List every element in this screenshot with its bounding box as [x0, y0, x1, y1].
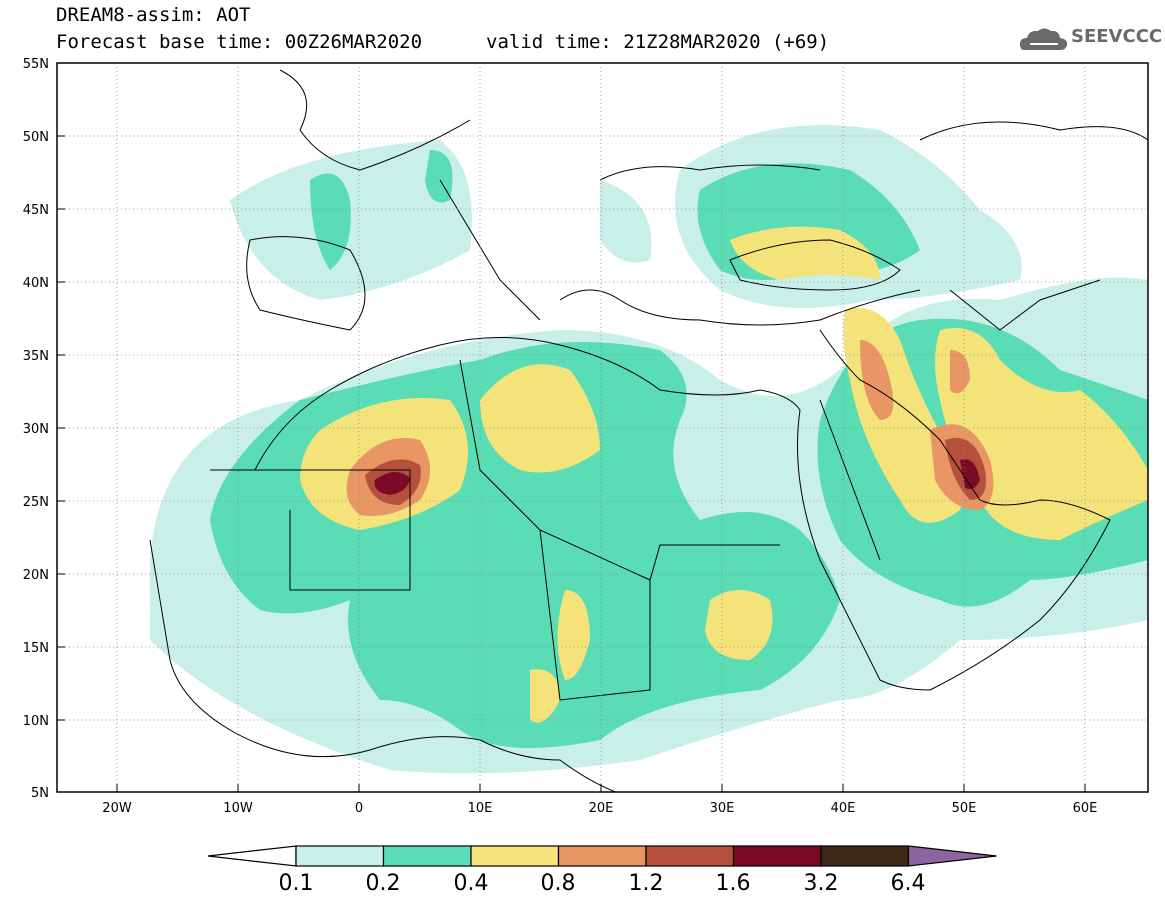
lon-label: 20E [589, 801, 614, 816]
colorbar-cell [820, 845, 910, 867]
lon-label: 60E [1073, 801, 1098, 816]
map-title: DREAM8-assim: AOT [56, 4, 251, 26]
graticule [57, 63, 1148, 792]
cloud-icon [1020, 28, 1068, 50]
colorbar-cell [470, 845, 560, 867]
lat-label: 35N [23, 349, 49, 364]
lon-label: 0 [355, 801, 363, 816]
colorbar: 0.1 0.2 0.4 0.8 1.2 1.6 3.2 6.4 [207, 845, 997, 896]
lat-label: 10N [23, 714, 49, 729]
aot-map: 55N 50N 45N 40N 35N 30N 25N 20N 15N 10N … [23, 57, 1149, 816]
lat-label: 50N [23, 130, 49, 145]
lat-label: 20N [23, 568, 49, 583]
colorbar-cell [207, 845, 297, 867]
lon-label: 10W [223, 801, 253, 816]
valid-time: valid time: 21Z28MAR2020 (+69) [486, 31, 830, 53]
lat-label: 45N [23, 203, 49, 218]
colorbar-label: 0.8 [541, 871, 576, 896]
colorbar-cell [557, 845, 647, 867]
colorbar-label: 6.4 [891, 871, 926, 896]
lon-label: 30E [710, 801, 735, 816]
colorbar-cell [907, 845, 997, 867]
colorbar-cell [382, 845, 472, 867]
lat-label: 15N [23, 641, 49, 656]
lon-label: 50E [952, 801, 977, 816]
lat-label: 25N [23, 495, 49, 510]
colorbar-cell [295, 845, 385, 867]
lat-label: 30N [23, 422, 49, 437]
lat-label: 40N [23, 276, 49, 291]
logo-text: SEEVCCC [1071, 26, 1163, 47]
colorbar-cell [732, 845, 822, 867]
lat-label: 5N [31, 786, 49, 801]
tick-marks [57, 135, 1086, 792]
colorbar-label: 0.2 [366, 871, 401, 896]
lon-label: 40E [831, 801, 856, 816]
colorbar-label: 1.6 [716, 871, 751, 896]
colorbar-label: 1.2 [629, 871, 664, 896]
colorbar-cell [645, 845, 735, 867]
lat-label: 55N [23, 57, 49, 72]
aot-field [150, 125, 1148, 774]
colorbar-label: 0.1 [279, 871, 314, 896]
forecast-base-time: Forecast base time: 00Z26MAR2020 [56, 31, 423, 53]
coastlines [149, 69, 1148, 792]
colorbar-label: 0.4 [454, 871, 489, 896]
lon-label: 20W [102, 801, 132, 816]
lon-label: 10E [468, 801, 493, 816]
colorbar-label: 3.2 [804, 871, 839, 896]
